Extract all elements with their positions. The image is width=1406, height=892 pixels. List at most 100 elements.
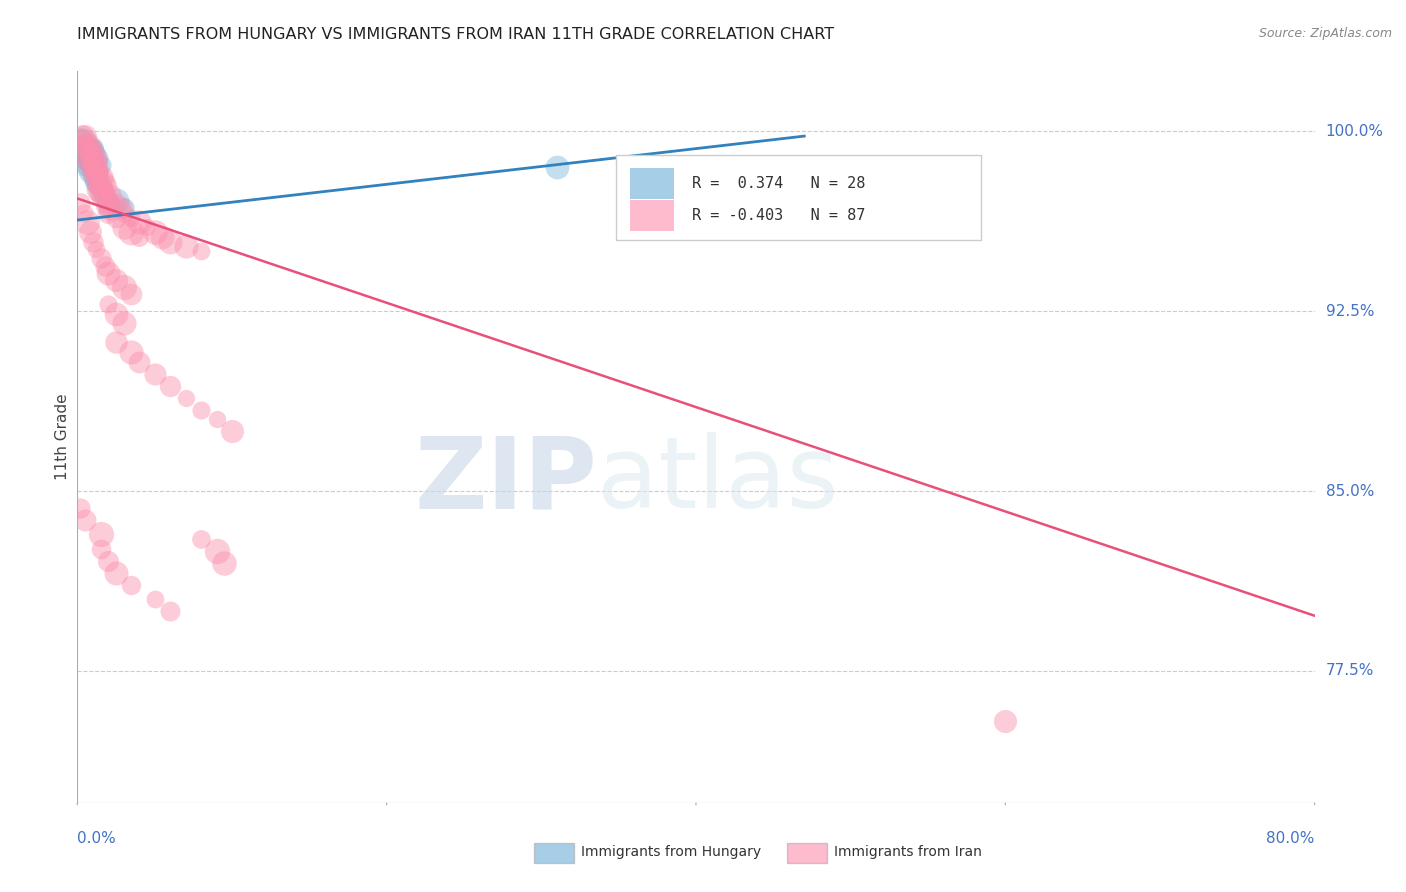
Point <box>90 541 111 556</box>
Point <box>79 144 101 158</box>
Point <box>112 280 135 294</box>
Point <box>79 151 101 165</box>
Point <box>82 141 104 155</box>
Point <box>80 162 103 177</box>
Point <box>84 155 107 169</box>
Point <box>221 424 243 438</box>
Text: 85.0%: 85.0% <box>1326 483 1374 499</box>
Text: IMMIGRANTS FROM HUNGARY VS IMMIGRANTS FROM IRAN 11TH GRADE CORRELATION CHART: IMMIGRANTS FROM HUNGARY VS IMMIGRANTS FR… <box>77 27 834 42</box>
Point <box>76 215 98 229</box>
Point <box>100 186 122 201</box>
Y-axis label: 11th Grade: 11th Grade <box>55 393 70 481</box>
Point <box>159 378 181 392</box>
Point <box>105 335 127 350</box>
Point <box>97 194 120 208</box>
Point <box>121 345 143 359</box>
Point <box>86 161 108 175</box>
Point <box>90 252 111 266</box>
Point <box>83 161 105 175</box>
Point <box>190 532 212 546</box>
Point <box>72 206 94 220</box>
Point <box>90 169 111 184</box>
Point <box>69 131 91 145</box>
Point <box>82 168 104 182</box>
Point <box>214 556 236 570</box>
Point <box>75 513 96 527</box>
Point <box>75 145 96 160</box>
Point <box>94 184 117 198</box>
Text: ZIP: ZIP <box>415 433 598 530</box>
Point <box>76 138 98 153</box>
Point <box>121 225 143 239</box>
Point <box>110 201 132 215</box>
Point <box>100 201 122 215</box>
Point <box>76 134 98 148</box>
Point <box>91 184 114 198</box>
Point <box>84 151 107 165</box>
Text: 77.5%: 77.5% <box>1326 664 1374 679</box>
Point <box>82 141 104 155</box>
Point <box>72 136 94 151</box>
Point <box>97 266 120 280</box>
Point <box>79 161 101 175</box>
Text: Source: ZipAtlas.com: Source: ZipAtlas.com <box>1258 27 1392 40</box>
Point <box>97 206 120 220</box>
Point <box>174 239 197 253</box>
Point <box>128 230 150 244</box>
Point <box>136 220 159 235</box>
Point <box>159 604 181 618</box>
Point <box>112 220 135 235</box>
Point <box>143 225 166 239</box>
Point <box>79 158 101 172</box>
Point <box>143 367 166 381</box>
Point <box>80 148 103 162</box>
Point <box>97 196 120 211</box>
Point <box>112 201 135 215</box>
Point <box>105 194 127 208</box>
Text: atlas: atlas <box>598 433 838 530</box>
FancyBboxPatch shape <box>630 168 673 199</box>
Point <box>143 591 166 606</box>
Point <box>91 189 114 203</box>
Point <box>77 158 100 172</box>
Point <box>83 165 105 179</box>
Point <box>76 148 98 162</box>
Text: Immigrants from Iran: Immigrants from Iran <box>834 845 981 859</box>
Point <box>105 196 127 211</box>
Point <box>205 544 228 558</box>
Text: 92.5%: 92.5% <box>1326 303 1374 318</box>
Point <box>94 191 117 205</box>
Point <box>90 158 111 172</box>
Point <box>84 242 107 256</box>
Point <box>87 177 110 191</box>
Point <box>79 225 101 239</box>
Point <box>80 145 103 160</box>
Point <box>86 175 108 189</box>
Point <box>84 175 107 189</box>
Point <box>69 196 91 211</box>
Point <box>94 199 117 213</box>
Point <box>75 153 96 167</box>
Text: 0.0%: 0.0% <box>77 830 117 846</box>
Point <box>546 161 568 175</box>
Text: R =  0.374   N = 28: R = 0.374 N = 28 <box>692 176 866 191</box>
Point <box>128 215 150 229</box>
Point <box>93 179 115 194</box>
Point <box>105 211 127 225</box>
Point <box>87 182 110 196</box>
Point <box>82 155 104 169</box>
Point <box>82 155 104 169</box>
Point <box>75 129 96 144</box>
Point <box>105 307 127 321</box>
Text: Immigrants from Hungary: Immigrants from Hungary <box>581 845 761 859</box>
Point <box>105 566 127 580</box>
Point <box>72 134 94 148</box>
FancyBboxPatch shape <box>630 200 673 231</box>
Point <box>121 211 143 225</box>
Point <box>75 144 96 158</box>
Point <box>105 273 127 287</box>
Point <box>77 138 100 153</box>
Point <box>994 714 1017 729</box>
Point <box>174 391 197 405</box>
Point <box>76 153 98 167</box>
